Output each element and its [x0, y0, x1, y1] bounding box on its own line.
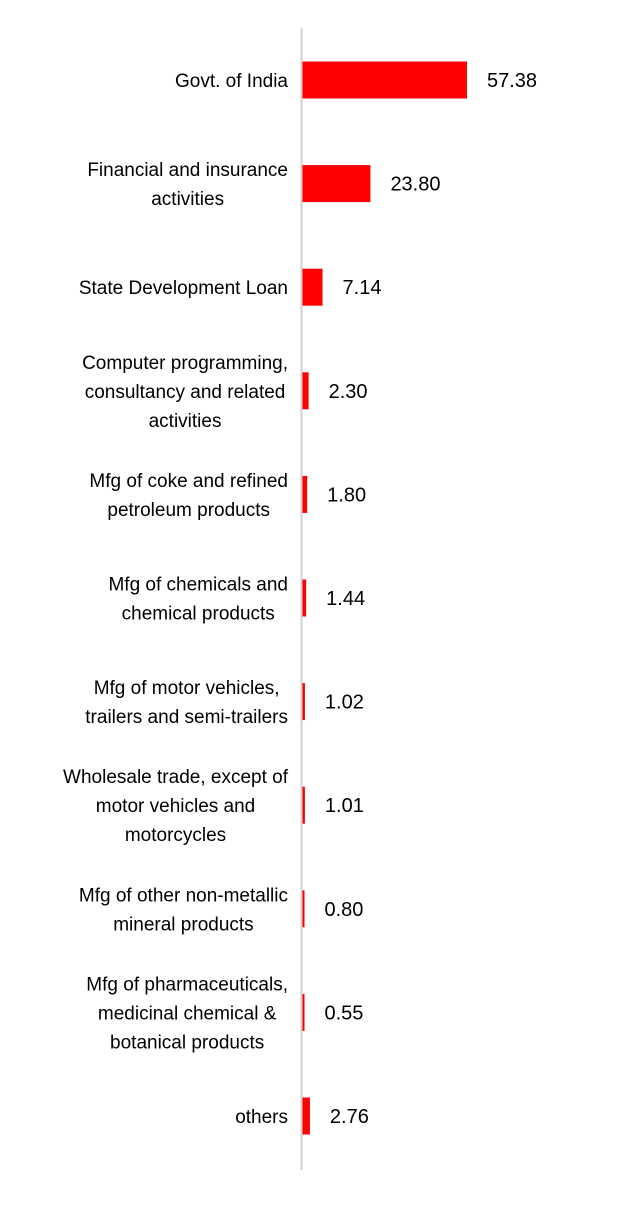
data-label-5: 1.80 — [327, 484, 366, 506]
category-label-7: Mfg of motor vehicles, trailers and semi-… — [85, 678, 288, 728]
bar-7 — [302, 683, 305, 721]
category-labels-group: Govt. of India Financial and insurance act… — [63, 71, 289, 1128]
data-label-2: 23.80 — [390, 174, 440, 196]
category-label-line: mineral products — [113, 914, 253, 935]
category-label-line: Mfg of chemicals and — [108, 575, 288, 596]
bar-5 — [302, 475, 308, 513]
category-label-line: consultancy and related — [85, 382, 286, 403]
bar-9 — [302, 890, 305, 928]
category-label-1: Govt. of India — [175, 71, 288, 92]
bar-4 — [302, 372, 309, 410]
bar-3 — [302, 268, 323, 306]
bar-8 — [302, 786, 305, 824]
category-label-line: medicinal chemical & — [98, 1003, 277, 1024]
category-label-line: Mfg of motor vehicles, — [94, 678, 280, 699]
category-label-2: Financial and insurance activities — [87, 160, 288, 210]
category-label-5: Mfg of coke and refined petroleum product… — [89, 471, 288, 521]
category-label-line: petroleum products — [107, 500, 270, 521]
category-label-line: Govt. of India — [175, 71, 288, 92]
data-label-10: 0.55 — [325, 1002, 364, 1024]
data-label-3: 7.14 — [343, 277, 382, 299]
category-label-line: others — [235, 1107, 288, 1128]
bars-group — [302, 61, 467, 1135]
category-label-line: Computer programming, — [82, 353, 288, 374]
bar-6 — [302, 579, 307, 617]
category-label-line: State Development Loan — [79, 278, 288, 299]
category-label-line: activities — [149, 411, 222, 432]
category-label-9: Mfg of other non-metallic mineral product… — [79, 885, 288, 935]
category-label-11: others — [235, 1107, 288, 1128]
category-label-4: Computer programming, consultancy and rel… — [82, 353, 288, 432]
category-label-8: Wholesale trade, except of motor vehicles… — [63, 767, 289, 846]
data-label-4: 2.30 — [329, 381, 368, 403]
category-label-6: Mfg of chemicals and chemical products — [108, 575, 288, 625]
category-label-line: trailers and semi-trailers — [85, 707, 288, 728]
bar-1 — [302, 61, 467, 99]
data-label-11: 2.76 — [330, 1106, 369, 1128]
category-label-line: Mfg of coke and refined — [89, 471, 288, 492]
category-label-line: motor vehicles and — [96, 796, 255, 817]
data-label-6: 1.44 — [326, 588, 365, 610]
category-label-line: Financial and insurance — [87, 160, 288, 181]
value-labels-group: 57.38 23.80 7.14 2.30 1.80 1.44 1.02 1.01 0.80 0.… — [325, 70, 538, 1128]
data-label-8: 1.01 — [325, 795, 364, 817]
category-label-line: activities — [151, 189, 224, 210]
bar-2 — [302, 165, 371, 203]
data-label-7: 1.02 — [325, 692, 364, 714]
category-label-line: Wholesale trade, except of — [63, 767, 289, 788]
data-label-1: 57.38 — [487, 70, 537, 92]
bar-11 — [302, 1097, 310, 1135]
data-label-9: 0.80 — [325, 899, 364, 921]
bar-10 — [302, 993, 305, 1031]
category-label-line: motorcycles — [125, 825, 226, 846]
category-label-3: State Development Loan — [79, 278, 288, 299]
category-label-line: Mfg of pharmaceuticals, — [86, 974, 288, 995]
category-label-10: Mfg of pharmaceuticals, medicinal chemica… — [86, 974, 288, 1053]
category-label-line: botanical products — [110, 1032, 264, 1053]
category-label-line: Mfg of other non-metallic — [79, 885, 288, 906]
category-label-line: chemical products — [122, 604, 275, 625]
